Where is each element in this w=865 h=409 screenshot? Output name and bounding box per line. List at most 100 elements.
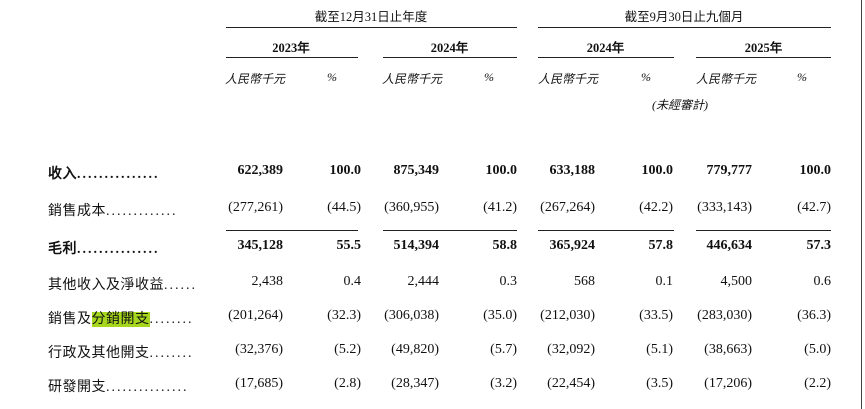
cell-amount: (360,955)	[384, 200, 439, 215]
leader-dots: .............	[106, 204, 178, 219]
cell-percent: 0.3	[499, 274, 518, 289]
cell-amount: (28,347)	[391, 376, 439, 391]
unit-label-percent: %	[327, 70, 337, 84]
cell-amount: (49,820)	[391, 342, 439, 357]
row-label-text: 研發開支	[48, 380, 106, 395]
cell-amount: (32,092)	[547, 342, 595, 357]
cell-percent: 100.0	[485, 163, 518, 178]
cell-percent: 0.4	[343, 274, 362, 289]
cell-amount: (267,264)	[540, 200, 595, 215]
cell-amount: (32,376)	[235, 342, 283, 357]
cell-amount: 2,438	[251, 274, 284, 289]
period-rule-fy	[226, 27, 517, 28]
subtotal-rule	[538, 230, 674, 231]
cell-percent: 58.8	[492, 238, 518, 253]
row-label: 銷售成本.............	[48, 200, 178, 220]
cell-amount: (201,264)	[228, 308, 283, 323]
cell-percent: (5.7)	[490, 342, 517, 357]
period-header-fiscal-year: 截至12月31日止年度	[314, 10, 428, 24]
cell-percent: (5.0)	[804, 342, 831, 357]
subtotal-rule	[226, 230, 358, 231]
row-label-text: 銷售及	[48, 312, 92, 327]
cell-percent: 100.0	[329, 163, 362, 178]
year-rule-2025	[696, 57, 831, 58]
year-rule-2024-9m	[538, 57, 674, 58]
period-header-nine-months: 截至9月30日止九個月	[624, 10, 744, 24]
cell-percent: (3.5)	[646, 376, 673, 391]
cell-amount: (333,143)	[697, 200, 752, 215]
cell-amount: 568	[574, 274, 595, 289]
cell-percent: 57.8	[648, 238, 674, 253]
unit-label-currency: 人民幣千元	[696, 72, 757, 86]
row-label-text: 其他收入及淨收益	[48, 278, 164, 293]
cell-amount: 514,394	[393, 238, 440, 253]
year-rule-2023	[226, 57, 358, 58]
row-label: 行政及其他開支........	[48, 342, 194, 362]
cell-percent: (32.3)	[327, 308, 361, 323]
leader-dots: ........	[149, 346, 194, 361]
cell-amount: 446,634	[706, 238, 753, 253]
cell-percent: (36.3)	[797, 308, 831, 323]
year-header-2025: 2025年	[744, 41, 783, 55]
cell-amount: (306,038)	[384, 308, 439, 323]
unit-label-percent: %	[797, 70, 807, 84]
leader-dots: ...............	[77, 242, 160, 257]
cell-percent: (5.2)	[334, 342, 361, 357]
unit-label-currency: 人民幣千元	[382, 72, 443, 86]
cell-amount: 4,500	[720, 274, 753, 289]
cell-amount: (277,261)	[228, 200, 283, 215]
cell-amount: 622,389	[237, 163, 284, 178]
cell-percent: 57.3	[806, 238, 832, 253]
cell-amount: 2,444	[407, 274, 440, 289]
row-label-text: 銷售成本	[48, 204, 106, 219]
cell-amount: (283,030)	[697, 308, 752, 323]
period-rule-9m	[538, 27, 831, 28]
cell-amount: (38,663)	[704, 342, 752, 357]
subtotal-rule	[696, 230, 831, 231]
unit-label-percent: %	[484, 70, 494, 84]
unit-label-currency: 人民幣千元	[225, 72, 286, 86]
subtotal-rule	[383, 230, 517, 231]
year-header-2024-fy: 2024年	[430, 41, 469, 55]
row-label: 其他收入及淨收益......	[48, 274, 197, 294]
cell-percent: 0.1	[655, 274, 674, 289]
cell-amount: 875,349	[393, 163, 440, 178]
row-label-text: 毛利	[48, 242, 77, 257]
row-label: 收入...............	[48, 163, 160, 183]
cell-percent: (44.5)	[327, 200, 361, 215]
cell-percent: 0.6	[813, 274, 832, 289]
cell-percent: (2.2)	[804, 376, 831, 391]
cell-amount: (17,206)	[704, 376, 752, 391]
cell-amount: (22,454)	[547, 376, 595, 391]
leader-dots: ........	[149, 312, 194, 327]
leader-dots: ...............	[106, 380, 189, 395]
row-label-text: 收入	[48, 167, 77, 182]
cell-percent: 55.5	[336, 238, 362, 253]
unit-label-currency: 人民幣千元	[538, 72, 599, 86]
row-label: 毛利...............	[48, 238, 160, 258]
cell-percent: (41.2)	[483, 200, 517, 215]
leader-dots: ...............	[77, 167, 160, 182]
page-edge-line	[861, 0, 862, 409]
cell-amount: 345,128	[237, 238, 284, 253]
cell-percent: (2.8)	[334, 376, 361, 391]
cell-percent: 100.0	[641, 163, 674, 178]
cell-percent: (35.0)	[483, 308, 517, 323]
row-label: 銷售及分銷開支........	[48, 308, 194, 328]
cell-amount: 633,188	[549, 163, 596, 178]
cell-percent: (42.2)	[639, 200, 673, 215]
cell-amount: 365,924	[549, 238, 596, 253]
cell-amount: (212,030)	[540, 308, 595, 323]
row-label-highlight: 分銷開支	[91, 312, 150, 327]
cell-percent: (33.5)	[639, 308, 673, 323]
year-header-2024-9m: 2024年	[586, 41, 625, 55]
year-header-2023: 2023年	[272, 41, 310, 55]
cell-amount: (17,685)	[235, 376, 283, 391]
unaudited-note: (未經審計)	[652, 98, 708, 112]
cell-amount: 779,777	[706, 163, 753, 178]
cell-percent: 100.0	[799, 163, 832, 178]
row-label: 研發開支...............	[48, 376, 189, 396]
cell-percent: (5.1)	[646, 342, 673, 357]
unit-label-percent: %	[641, 70, 651, 84]
cell-percent: (3.2)	[490, 376, 517, 391]
